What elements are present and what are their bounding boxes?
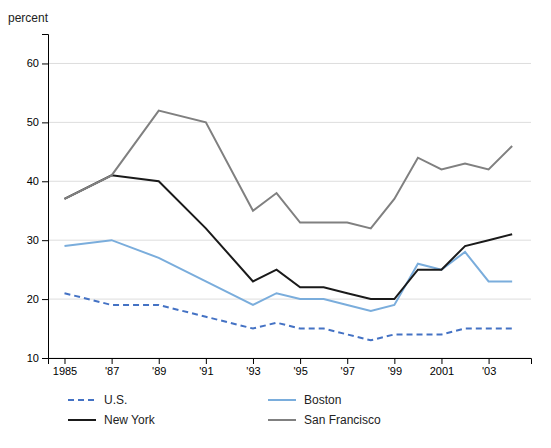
x-tick-mark (253, 358, 254, 364)
legend-item: San Francisco (268, 413, 381, 427)
x-tick: 2001 (430, 358, 454, 377)
legend-item: Boston (268, 393, 341, 407)
x-tick: '89 (152, 358, 166, 377)
grid-line (48, 240, 531, 241)
x-tick: 1985 (53, 358, 77, 377)
y-tick-mark (42, 299, 48, 300)
legend-label: Boston (304, 393, 341, 407)
x-tick-label: 1985 (53, 365, 77, 377)
y-tick: 40 (27, 175, 48, 187)
x-tick-label: '99 (388, 365, 402, 377)
x-tick-mark (112, 358, 113, 364)
y-tick-mark (42, 181, 48, 182)
x-tick: '97 (341, 358, 355, 377)
x-tick-label: '97 (341, 365, 355, 377)
series-line (64, 240, 512, 311)
y-tick: 10 (27, 352, 48, 364)
legend-label: San Francisco (304, 413, 381, 427)
y-tick-label: 40 (27, 175, 39, 187)
x-tick-mark (206, 358, 207, 364)
y-tick-mark (42, 240, 48, 241)
legend-label: New York (104, 413, 156, 427)
grid-line (48, 299, 531, 300)
x-tick-label: '95 (293, 365, 307, 377)
x-tick-mark (64, 358, 65, 364)
grid-line (48, 181, 531, 182)
x-tick-mark (159, 358, 160, 364)
x-tick-label: '87 (105, 365, 119, 377)
x-tick-mark (347, 358, 348, 364)
x-axis-line (49, 359, 532, 365)
x-axis: 1985 '87 '89 '91 '93 '95 '97 '99 2001 '03 (49, 358, 532, 377)
x-tick-label: '91 (199, 365, 213, 377)
x-tick-label: 2001 (430, 365, 454, 377)
y-tick: 50 (27, 116, 48, 128)
legend-swatch (268, 399, 296, 401)
y-axis: 10 20 30 40 50 60 (27, 35, 49, 365)
series-line (64, 175, 512, 299)
grid (48, 63, 531, 358)
x-tick-label: '93 (246, 365, 260, 377)
y-tick: 60 (27, 57, 48, 69)
grid-line (48, 122, 531, 123)
x-tick: '93 (246, 358, 260, 377)
x-tick: '91 (199, 358, 213, 377)
lines (64, 111, 512, 341)
x-tick-mark (300, 358, 301, 364)
series-line (64, 293, 512, 340)
y-tick-label: 10 (27, 352, 39, 364)
y-axis-line (42, 35, 49, 359)
grid-line (48, 63, 531, 64)
y-tick-label: 30 (27, 234, 39, 246)
legend-item: U.S. (68, 393, 127, 407)
legend-swatch (268, 419, 296, 421)
x-tick: '95 (293, 358, 307, 377)
legend-item: New York (68, 413, 156, 427)
x-tick: '99 (388, 358, 402, 377)
x-tick-mark (394, 358, 395, 364)
legend-label: U.S. (104, 393, 127, 407)
y-tick-label: 50 (27, 116, 39, 128)
y-tick: 20 (27, 293, 48, 305)
x-tick: '87 (105, 358, 119, 377)
legend-swatch (68, 419, 96, 421)
y-axis-label: percent (8, 11, 49, 25)
legend-swatch (68, 399, 96, 401)
series-line (64, 111, 512, 229)
legend: U.S. Boston New York San Francisco (68, 393, 381, 427)
x-tick-mark (489, 358, 490, 364)
y-tick-label: 20 (27, 293, 39, 305)
plot: 1985 '87 '89 '91 '93 '95 '97 '99 2001 '03 10 20 30 40… (27, 35, 532, 377)
x-tick-label: '89 (152, 365, 166, 377)
x-tick-mark (441, 358, 442, 364)
y-tick-mark (42, 358, 48, 359)
y-tick-mark (42, 122, 48, 123)
x-tick-label: '03 (482, 365, 496, 377)
x-tick: '03 (482, 358, 496, 377)
y-tick-mark (42, 63, 48, 64)
y-tick-label: 60 (27, 57, 39, 69)
chart: 1985 '87 '89 '91 '93 '95 '97 '99 2001 '03 10 20 30 40… (0, 0, 551, 448)
y-tick: 30 (27, 234, 48, 246)
